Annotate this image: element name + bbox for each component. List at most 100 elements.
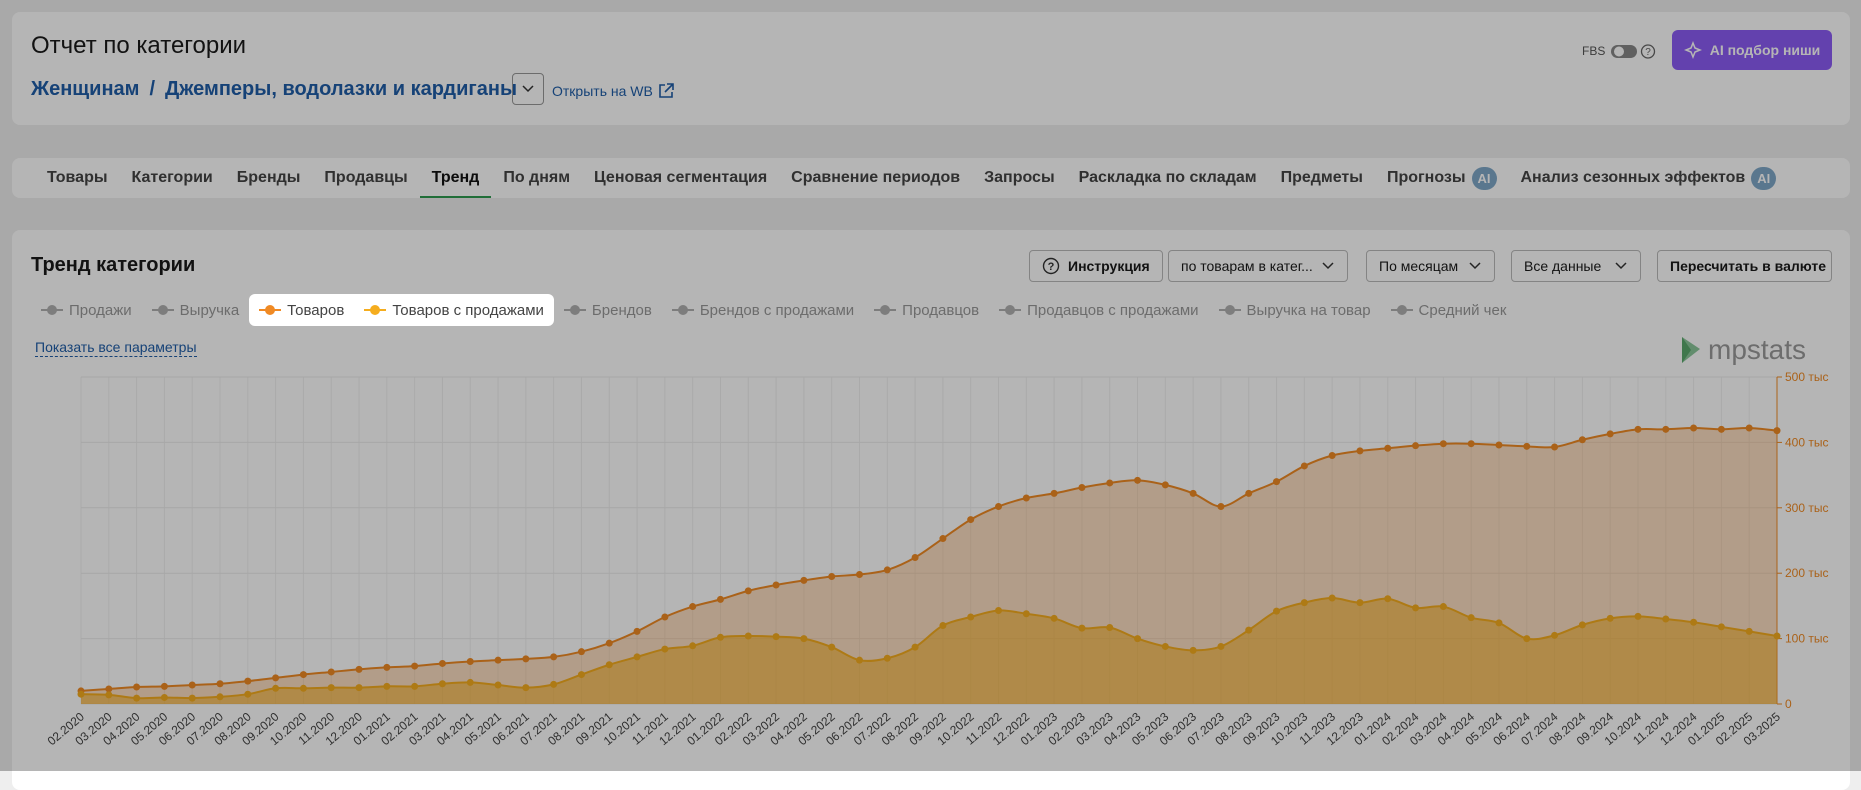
tab[interactable]: По дням	[491, 158, 582, 198]
point	[1606, 430, 1614, 438]
tab[interactable]: Категории	[120, 158, 225, 198]
point	[1189, 646, 1197, 654]
point	[1161, 642, 1169, 650]
legend-icon	[364, 305, 387, 315]
point	[689, 603, 697, 611]
param-label: Продажи	[69, 301, 132, 319]
point	[1245, 489, 1253, 497]
legend-item[interactable]: Товаров с продажами	[354, 294, 554, 326]
tab-badge: AI	[1471, 166, 1497, 190]
point	[1328, 594, 1336, 602]
page-title: Отчет по категории	[31, 32, 247, 59]
point	[1050, 489, 1058, 497]
param-item[interactable]: Продавцов	[864, 294, 989, 326]
legend-icon	[259, 305, 282, 315]
logo-icon	[1682, 337, 1700, 363]
tab-badge: AI	[1751, 166, 1777, 190]
instruction-button[interactable]: ? Инструкция	[1029, 250, 1163, 282]
y-tick-label: 0	[1785, 697, 1792, 711]
tab[interactable]: Продавцы	[312, 158, 419, 198]
dropdown-button[interactable]	[512, 73, 544, 105]
breadcrumb-link[interactable]: Джемперы, водолазки и кардиганы	[165, 78, 518, 100]
param-item[interactable]: Брендов с продажами	[662, 294, 864, 326]
icon-dot	[47, 305, 57, 315]
legend-item[interactable]: Товаров	[249, 294, 354, 326]
point	[1773, 427, 1781, 435]
point	[1495, 441, 1503, 449]
tab[interactable]: Предметы	[1269, 158, 1375, 198]
legend-icon	[1218, 305, 1241, 315]
tab[interactable]: Анализ сезонных эффектов AI	[1509, 158, 1789, 198]
point	[1050, 614, 1058, 622]
param-item[interactable]: Брендов	[554, 294, 662, 326]
point	[772, 581, 780, 589]
point	[1328, 451, 1336, 459]
point	[383, 682, 391, 690]
param-item[interactable]: Продажи	[31, 294, 142, 326]
tab[interactable]: Тренд	[419, 158, 492, 198]
tab[interactable]: Бренды	[225, 158, 313, 198]
toggle-icon: ?	[1611, 44, 1656, 59]
y-tick-label: 200 тыс	[1785, 566, 1828, 580]
show-all-link[interactable]: Показать все параметры	[35, 339, 197, 357]
point	[577, 648, 585, 656]
point	[1106, 479, 1114, 487]
tab[interactable]: Раскладка по складам	[1067, 158, 1269, 198]
select[interactable]: По месяцам	[1366, 250, 1495, 282]
fbs-toggle[interactable]: FBS ?	[1582, 42, 1656, 60]
param-label: Выручка	[179, 301, 240, 319]
recalc-button[interactable]: Пересчитать в валюте	[1657, 250, 1832, 282]
ai-button[interactable]: AI подбор ниши	[1672, 30, 1832, 70]
tab-label: Тренд	[431, 169, 480, 186]
param-item[interactable]: Продавцов с продажами	[989, 294, 1208, 326]
open-wb-link[interactable]: Открыть на WB	[552, 82, 675, 100]
point	[1078, 624, 1086, 632]
select[interactable]: по товарам в катег...	[1168, 250, 1348, 282]
point	[1745, 424, 1753, 432]
point	[605, 639, 613, 647]
param-item[interactable]: Средний чек	[1381, 294, 1517, 326]
point	[633, 627, 641, 635]
breadcrumb-link[interactable]: Женщинам	[31, 78, 140, 100]
tab[interactable]: Сравнение периодов	[779, 158, 972, 198]
tab[interactable]: Запросы	[972, 158, 1066, 198]
tabs: Товары Категории Бренды Продавцы Тренд По дня…	[35, 158, 1788, 198]
param-item[interactable]: Выручка на товар	[1209, 294, 1381, 326]
point	[438, 680, 446, 688]
select[interactable]: Все данные	[1511, 250, 1641, 282]
legend-icon	[671, 305, 694, 315]
point	[1189, 489, 1197, 497]
point	[327, 668, 335, 676]
tab[interactable]: Ценовая сегментация	[582, 158, 779, 198]
point	[299, 671, 307, 679]
point	[939, 535, 947, 543]
chevron	[1322, 262, 1334, 270]
point	[939, 622, 947, 630]
point	[1578, 436, 1586, 444]
svg-text:?: ?	[1646, 47, 1652, 58]
point	[1690, 618, 1698, 626]
param-label: Брендов с продажами	[699, 301, 855, 319]
chevron	[522, 85, 534, 93]
fbs-label: FBS	[1582, 44, 1606, 58]
param-item[interactable]: Выручка	[142, 294, 250, 326]
point	[1134, 476, 1142, 484]
tab-label: Ценовая сегментация	[594, 169, 768, 186]
point	[1439, 603, 1447, 611]
tab[interactable]: Товары	[35, 158, 120, 198]
point	[883, 654, 891, 662]
point	[800, 576, 808, 584]
tab-label: Запросы	[984, 169, 1055, 186]
point	[1523, 442, 1531, 450]
tab-label: Товары	[47, 169, 108, 186]
param-label: Продавцов с продажами	[1027, 301, 1199, 319]
tab[interactable]: Прогнозы AI	[1375, 158, 1509, 198]
logo: mpstats	[1680, 334, 1806, 366]
point	[883, 566, 891, 574]
point	[188, 694, 196, 702]
point	[1634, 425, 1642, 433]
point	[160, 682, 168, 690]
link-text: Открыть на WB	[552, 83, 653, 99]
